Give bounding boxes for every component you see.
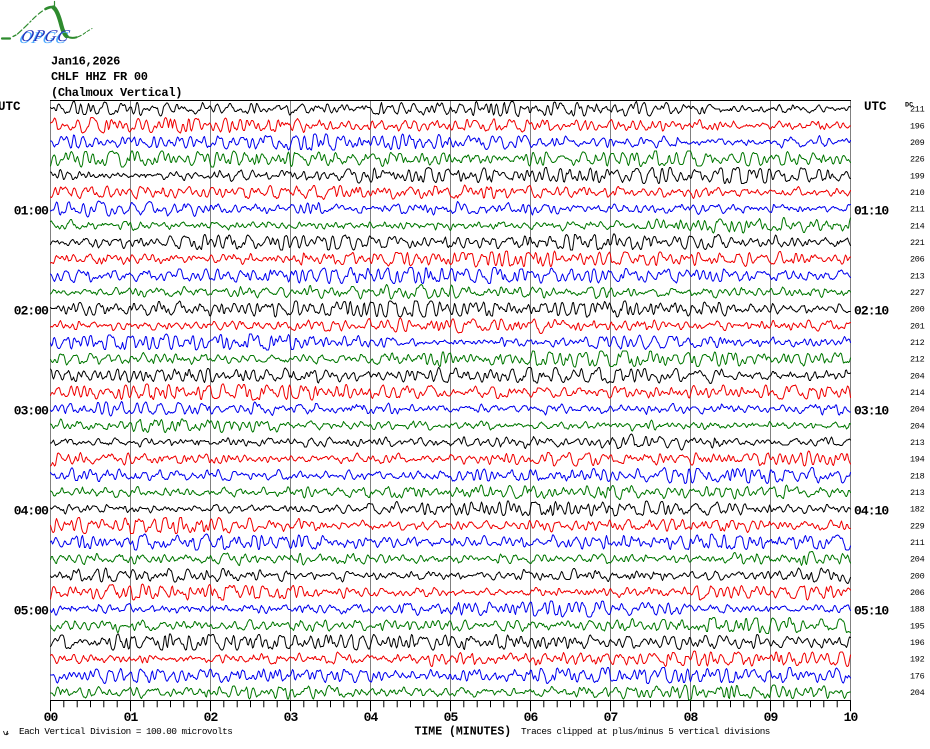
svg-text:226: 226 <box>910 155 925 165</box>
svg-text:200: 200 <box>910 305 925 315</box>
svg-text:188: 188 <box>910 605 925 615</box>
svg-text:204: 204 <box>910 371 925 381</box>
svg-text:04:10: 04:10 <box>854 503 889 518</box>
svg-text:229: 229 <box>910 521 925 531</box>
svg-text:UTC: UTC <box>864 100 887 114</box>
svg-text:05:00: 05:00 <box>14 603 49 618</box>
svg-text:10: 10 <box>844 710 859 725</box>
svg-text:CHLF HHZ FR 00: CHLF HHZ FR 00 <box>51 70 148 84</box>
svg-text:211: 211 <box>910 105 925 115</box>
svg-text:204: 204 <box>910 405 925 415</box>
svg-text:204: 204 <box>910 555 925 565</box>
svg-text:214: 214 <box>910 388 925 398</box>
svg-text:182: 182 <box>910 505 925 515</box>
svg-text:05: 05 <box>444 710 459 725</box>
svg-text:201: 201 <box>910 321 925 331</box>
svg-text:09: 09 <box>764 710 779 725</box>
svg-text:218: 218 <box>910 471 925 481</box>
svg-text:UTC: UTC <box>0 100 21 114</box>
svg-text:02:00: 02:00 <box>14 303 49 318</box>
svg-text:176: 176 <box>910 671 925 681</box>
svg-text:Traces clipped at plus/minus 5: Traces clipped at plus/minus 5 vertical … <box>521 726 770 737</box>
svg-text:04: 04 <box>364 710 379 725</box>
svg-text:204: 204 <box>910 421 925 431</box>
svg-text:227: 227 <box>910 288 925 298</box>
svg-text:195: 195 <box>910 621 925 631</box>
svg-text:08: 08 <box>684 710 699 725</box>
svg-text:02:10: 02:10 <box>854 303 889 318</box>
svg-text:196: 196 <box>910 121 925 131</box>
svg-text:01:10: 01:10 <box>854 203 889 218</box>
svg-text:(Chalmoux Vertical): (Chalmoux Vertical) <box>51 86 182 100</box>
svg-text:209: 209 <box>910 138 925 148</box>
svg-text:DC: DC <box>905 102 913 110</box>
svg-text:212: 212 <box>910 355 925 365</box>
svg-text:192: 192 <box>910 655 925 665</box>
svg-text:213: 213 <box>910 438 925 448</box>
svg-text:211: 211 <box>910 205 925 215</box>
svg-text:01: 01 <box>124 710 139 725</box>
svg-text:196: 196 <box>910 638 925 648</box>
svg-text:213: 213 <box>910 271 925 281</box>
svg-text:03:10: 03:10 <box>854 403 889 418</box>
svg-text:212: 212 <box>910 338 925 348</box>
svg-text:00: 00 <box>44 710 59 725</box>
svg-text:02: 02 <box>204 710 219 725</box>
svg-text:01:00: 01:00 <box>14 203 49 218</box>
svg-text:07: 07 <box>604 710 618 725</box>
svg-text:214: 214 <box>910 221 925 231</box>
svg-text:221: 221 <box>910 238 925 248</box>
svg-text:05:10: 05:10 <box>854 603 889 618</box>
svg-text:Each Vertical Division = 100.: Each Vertical Division = 100.00 microvol… <box>19 726 232 737</box>
svg-text:Jan16,2026: Jan16,2026 <box>51 54 120 68</box>
svg-text:206: 206 <box>910 255 925 265</box>
svg-text:213: 213 <box>910 488 925 498</box>
svg-text:199: 199 <box>910 171 925 181</box>
svg-text:03: 03 <box>284 710 299 725</box>
svg-text:211: 211 <box>910 538 925 548</box>
svg-text:04:00: 04:00 <box>14 503 49 518</box>
svg-text:OPGC: OPGC <box>17 28 70 47</box>
svg-text:204: 204 <box>910 688 925 698</box>
svg-text:206: 206 <box>910 588 925 598</box>
svg-text:OPGC: OPGC <box>19 26 72 45</box>
svg-text:03:00: 03:00 <box>14 403 49 418</box>
svg-text:TIME (MINUTES): TIME (MINUTES) <box>415 726 512 739</box>
svg-text:210: 210 <box>910 188 925 198</box>
svg-text:06: 06 <box>524 710 539 725</box>
svg-text:200: 200 <box>910 571 925 581</box>
svg-text:194: 194 <box>910 455 925 465</box>
